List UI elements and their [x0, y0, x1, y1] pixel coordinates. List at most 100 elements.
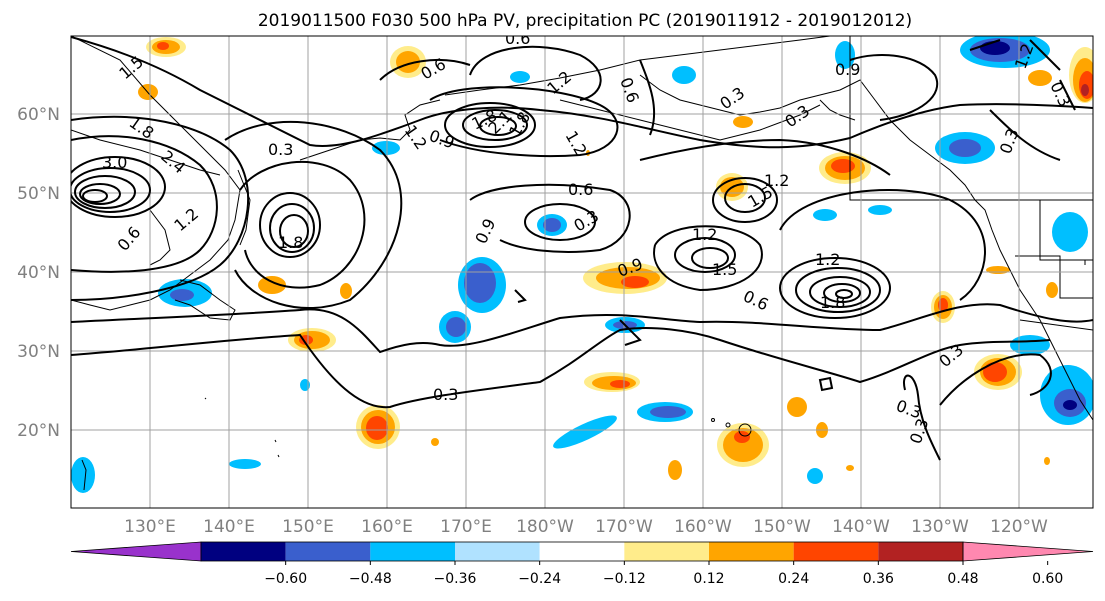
positive-precip-area: [1046, 282, 1058, 298]
lat-label: 40°N: [17, 263, 60, 283]
colorbar-segment: [455, 542, 540, 561]
lon-labels: 130°E 140°E 150°E 160°E 170°E 180°W 170°…: [124, 517, 1048, 537]
small-islands: [81, 397, 280, 491]
negative-precip-area: [672, 66, 696, 84]
pv-contour: [779, 257, 891, 319]
contour-label: 0.6: [505, 29, 530, 48]
colorbar-tick-label: 0.12: [693, 571, 724, 587]
lon-label: 140°W: [832, 517, 890, 537]
aleutian-chain: [559, 99, 821, 141]
lat-label: 30°N: [17, 342, 60, 362]
pv-contour: [653, 225, 763, 292]
canada-border: [849, 36, 1093, 201]
negative-precip-area: [650, 406, 686, 418]
colorbar-frame: [200, 541, 964, 562]
colorbar-segment: [285, 542, 371, 561]
positive-precip-area: [157, 42, 169, 50]
pv-contour: [71, 156, 166, 218]
pv-contour: [479, 116, 517, 136]
contour-label: 0.3: [268, 140, 293, 159]
pv-contour: [818, 376, 834, 392]
pv-contour: [71, 115, 250, 301]
positive-precip-area: [734, 431, 750, 443]
colorbar-tick-label: 0.24: [778, 571, 809, 587]
pv-contour: [779, 189, 986, 301]
pv-contour: [639, 138, 891, 176]
pv-contour: [639, 59, 656, 136]
positive-precip-area: [1044, 457, 1050, 465]
pv-contour: [939, 353, 1052, 406]
contour-label: 1.5: [712, 260, 737, 279]
positive-precip-area: [668, 460, 682, 480]
negative-precip-area: [446, 317, 466, 337]
pv-contour: [71, 135, 218, 273]
positive-precip-area: [366, 416, 388, 440]
pv-contour: [903, 374, 941, 461]
colorbar-segment: [370, 542, 455, 561]
positive-precip-area: [340, 283, 352, 299]
negative-precip-area: [229, 459, 261, 469]
lon-label: 130°W: [911, 517, 969, 537]
pv-contour: [239, 160, 366, 289]
lat-label: 60°N: [17, 105, 60, 125]
colorbar-segment: [201, 542, 286, 561]
lon-label: 160°W: [674, 517, 732, 537]
north-america-coastline: [639, 74, 1093, 421]
contour-label: 1.2: [815, 250, 840, 269]
negative-precip-area: [807, 468, 823, 484]
kamchatka-coastline: [299, 99, 441, 161]
pv-contour: [379, 59, 471, 81]
positive-precip-area: [983, 362, 1007, 382]
negative-precip-area: [949, 139, 981, 157]
contour-label: 0.3: [433, 385, 458, 404]
contour-label: 0.9: [835, 60, 860, 79]
positive-precip-area: [1028, 70, 1052, 86]
pv-contour: [969, 39, 1076, 111]
lon-label: 130°E: [124, 517, 176, 537]
contour-label: 1.8: [820, 293, 845, 312]
contour-label: 0.6: [568, 180, 593, 199]
negative-precip-area: [1052, 212, 1088, 252]
negative-precip-area: [71, 457, 95, 493]
hawaii-island: [725, 422, 731, 428]
pv-contour: [74, 175, 136, 209]
alaska-coastline: [819, 99, 856, 121]
colorbar-tick-label: 0.60: [1032, 571, 1063, 587]
colorbar-extend-high: [962, 541, 1094, 562]
pv-contour: [259, 192, 321, 258]
pv-contour: [82, 189, 108, 203]
lon-label: 170°E: [440, 517, 492, 537]
map-frame: [70, 35, 1094, 509]
coastlines: [71, 36, 1093, 491]
contour-label: 1.8: [278, 233, 303, 252]
korea-coastline: [149, 209, 171, 266]
colorbar-segment: [793, 542, 879, 561]
pv-contour: [691, 247, 729, 269]
pv-contour: [444, 102, 536, 148]
lon-label: 180°W: [516, 517, 574, 537]
positive-precip-area: [787, 397, 807, 417]
pv-contour: [224, 120, 403, 309]
contour-label: 1.2: [764, 171, 789, 190]
pv-contour: [724, 183, 766, 213]
negative-precip-area: [553, 415, 617, 449]
pv-contour: [712, 177, 778, 223]
colorbar-tick-label: −0.60: [264, 571, 307, 587]
colorbar-segment: [539, 542, 625, 561]
hawaii-island: [711, 418, 715, 422]
positive-precip-area: [986, 266, 1010, 274]
pv-contour: [849, 54, 938, 121]
pv-contour: [279, 214, 309, 248]
mexico-border: [1019, 319, 1093, 331]
pv-contour: [71, 167, 151, 213]
colorbar-segment: [709, 542, 794, 561]
pv-contour: [79, 183, 121, 205]
precip-shading: [71, 36, 1093, 493]
colorbar-extend-low: [70, 541, 202, 562]
asia-coastline: [71, 129, 221, 176]
colorbar: −0.60 −0.48 −0.36 −0.24 −0.12 0.12 0.24 0.36 0.4…: [70, 541, 1094, 587]
pv-contours: [71, 36, 1093, 461]
pv-contour: [619, 319, 642, 346]
pv-contour: [429, 86, 619, 158]
negative-precip-area: [510, 71, 530, 83]
